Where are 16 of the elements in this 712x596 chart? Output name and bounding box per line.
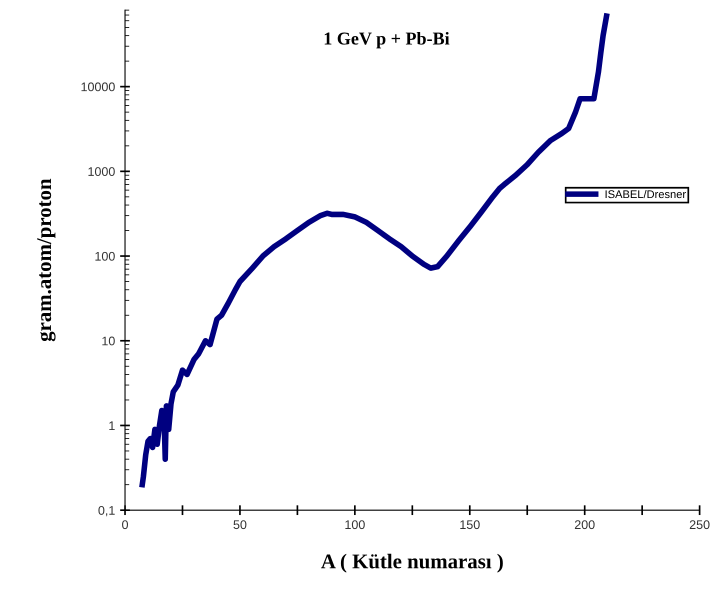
y-tick-label: 10000: [82, 82, 115, 92]
x-tick-label: 200: [574, 520, 595, 530]
x-tick-label: 250: [690, 520, 710, 530]
x-tick-label: 0: [122, 520, 128, 530]
x-axis-title: A ( Kütle numarası ): [321, 554, 503, 573]
x-tick-label: 100: [345, 520, 365, 530]
y-tick-label: 10: [102, 336, 115, 346]
y-tick-label: 100: [95, 252, 115, 261]
x-tick-label: 150: [460, 520, 480, 530]
y-tick-label: 0,1: [98, 506, 115, 516]
legend-label: ISABEL/Dresner: [606, 190, 686, 198]
y-tick-label: 1: [109, 421, 115, 430]
y-tick-label: 1000: [88, 167, 115, 176]
text: 1 GeV p + Pb-Bi: [324, 32, 450, 48]
x-tick-label: 50: [233, 520, 246, 530]
y-axis-title: gram.atom/proton: [37, 178, 56, 342]
